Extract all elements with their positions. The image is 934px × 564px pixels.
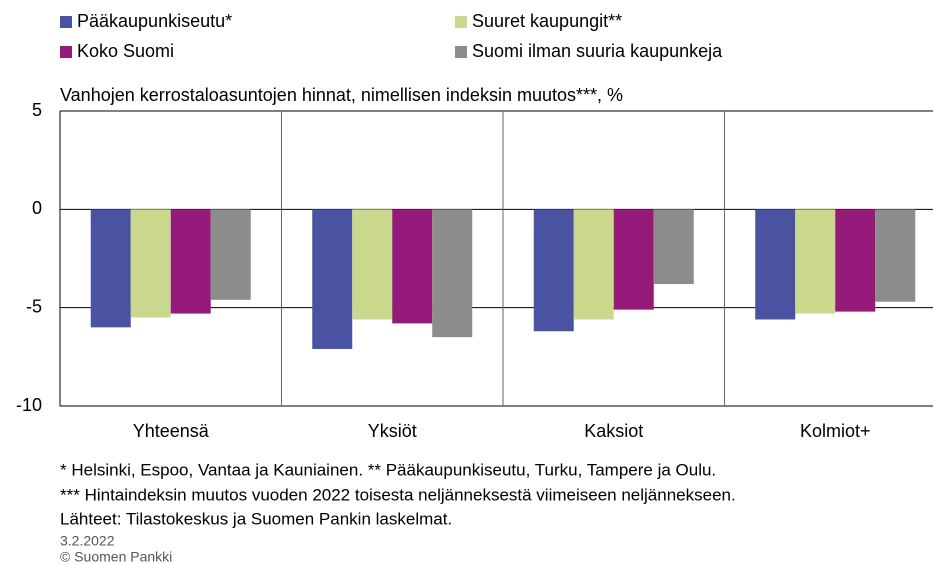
bar (90, 209, 131, 328)
x-tick-label: Yhteensä (133, 421, 210, 441)
bar (533, 209, 574, 332)
legend-swatch (60, 16, 72, 28)
bar (613, 209, 654, 310)
legend-label: Koko Suomi (77, 41, 174, 61)
bar (653, 209, 694, 285)
y-tick-label: -10 (16, 395, 42, 415)
bar (170, 209, 211, 314)
legend-label: Suomi ilman suuria kaupunkeja (472, 41, 723, 61)
x-tick-label: Kaksiot (584, 421, 643, 441)
note: *** Hintaindeksin muutos vuoden 2022 toi… (60, 485, 736, 504)
source: © Suomen Pankki (60, 549, 172, 564)
date: 3.2.2022 (60, 533, 115, 549)
note: Lähteet: Tilastokeskus ja Suomen Pankin … (60, 509, 452, 528)
legend-swatch (60, 46, 72, 58)
bar (875, 209, 916, 302)
x-tick-label: Kolmiot+ (800, 421, 871, 441)
x-tick-label: Yksiöt (368, 421, 417, 441)
bar (312, 209, 353, 349)
bar (795, 209, 836, 314)
bar (755, 209, 796, 320)
bar (573, 209, 614, 320)
chart-title: Vanhojen kerrostaloasuntojen hinnat, nim… (60, 85, 623, 105)
bar (392, 209, 433, 324)
y-tick-label: -5 (26, 296, 42, 316)
legend-swatch (455, 16, 467, 28)
y-tick-label: 0 (32, 198, 42, 218)
legend-label: Pääkaupunkiseutu* (77, 11, 232, 31)
bar (352, 209, 393, 320)
note: * Helsinki, Espoo, Vantaa ja Kauniainen.… (60, 460, 716, 479)
bar (210, 209, 251, 300)
bar (432, 209, 473, 338)
legend-swatch (455, 46, 467, 58)
bar (130, 209, 171, 318)
bar (835, 209, 876, 312)
y-tick-label: 5 (32, 100, 42, 120)
legend-label: Suuret kaupungit** (472, 11, 622, 31)
